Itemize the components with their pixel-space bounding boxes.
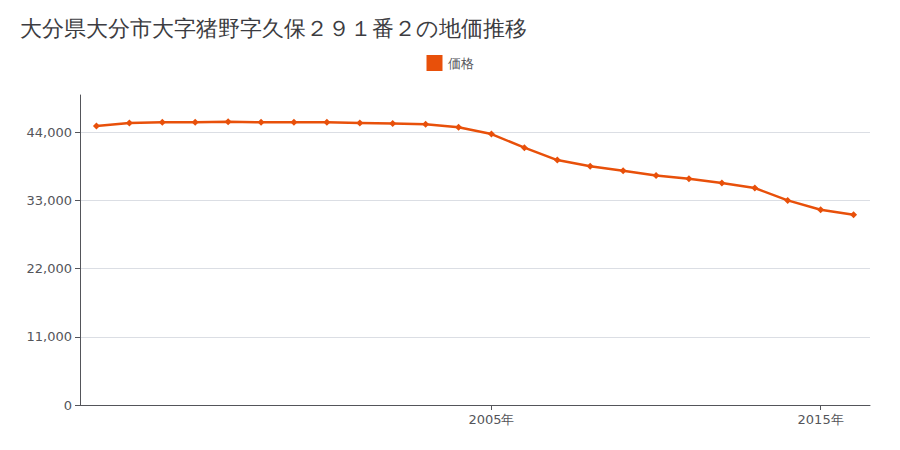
svg-text:22,000: 22,000	[27, 261, 73, 276]
svg-text:2005年: 2005年	[468, 412, 514, 427]
svg-text:2015年: 2015年	[798, 412, 844, 427]
svg-text:33,000: 33,000	[27, 193, 73, 208]
svg-text:0: 0	[64, 398, 72, 413]
svg-text:価格: 価格	[448, 56, 474, 71]
svg-text:大分県大分市大字猪野字久保２９１番２の地価推移: 大分県大分市大字猪野字久保２９１番２の地価推移	[20, 16, 527, 41]
svg-text:44,000: 44,000	[27, 125, 73, 140]
svg-text:11,000: 11,000	[27, 329, 73, 344]
